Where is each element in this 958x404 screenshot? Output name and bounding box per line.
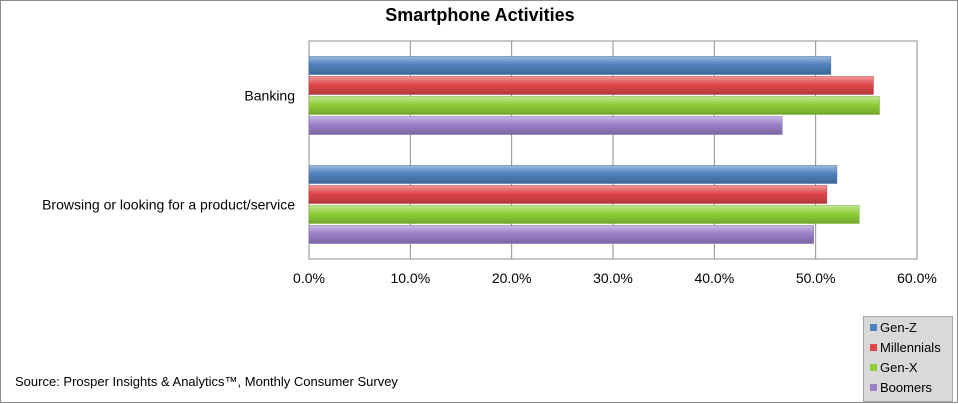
category-label: Browsing or looking for a product/servic… <box>42 197 295 213</box>
bar-millennials <box>308 76 874 95</box>
legend-item-gen-z: Gen-Z <box>870 319 917 337</box>
legend-item-boomers: Boomers <box>870 379 932 397</box>
legend-swatch-gen-x <box>870 364 877 372</box>
legend-label: Boomers <box>880 380 933 395</box>
legend-swatch-boomers <box>870 384 877 392</box>
legend-item-millennials: Millennials <box>870 339 941 357</box>
x-tick-label: 20.0% <box>492 270 532 286</box>
bar-gen-z <box>308 56 832 75</box>
legend-swatch-gen-z <box>870 324 877 332</box>
legend-label: Millennials <box>880 340 941 355</box>
legend-swatch-millennials <box>870 344 877 352</box>
source-note: Source: Prosper Insights & Analytics™, M… <box>15 374 398 389</box>
bar-gen-x <box>308 205 860 224</box>
bar-gen-z <box>308 165 838 184</box>
legend-label: Gen-Z <box>880 320 917 335</box>
legend-item-gen-x: Gen-X <box>870 359 918 377</box>
legend-label: Gen-X <box>880 360 918 375</box>
x-tick-label: 60.0% <box>897 270 937 286</box>
bar-millennials <box>308 185 828 204</box>
bar-boomers <box>308 116 783 135</box>
x-tick-label: 30.0% <box>593 270 633 286</box>
chart-title: Smartphone Activities <box>385 5 575 25</box>
x-tick-label: 0.0% <box>293 270 325 286</box>
bar-boomers <box>308 225 814 244</box>
x-tick-label: 40.0% <box>694 270 734 286</box>
bar-gen-x <box>308 96 880 115</box>
x-tick-label: 50.0% <box>796 270 836 286</box>
x-tick-label: 10.0% <box>390 270 430 286</box>
category-label: Banking <box>244 88 295 104</box>
legend: Gen-Z Millennials Gen-X Boomers <box>863 316 953 402</box>
